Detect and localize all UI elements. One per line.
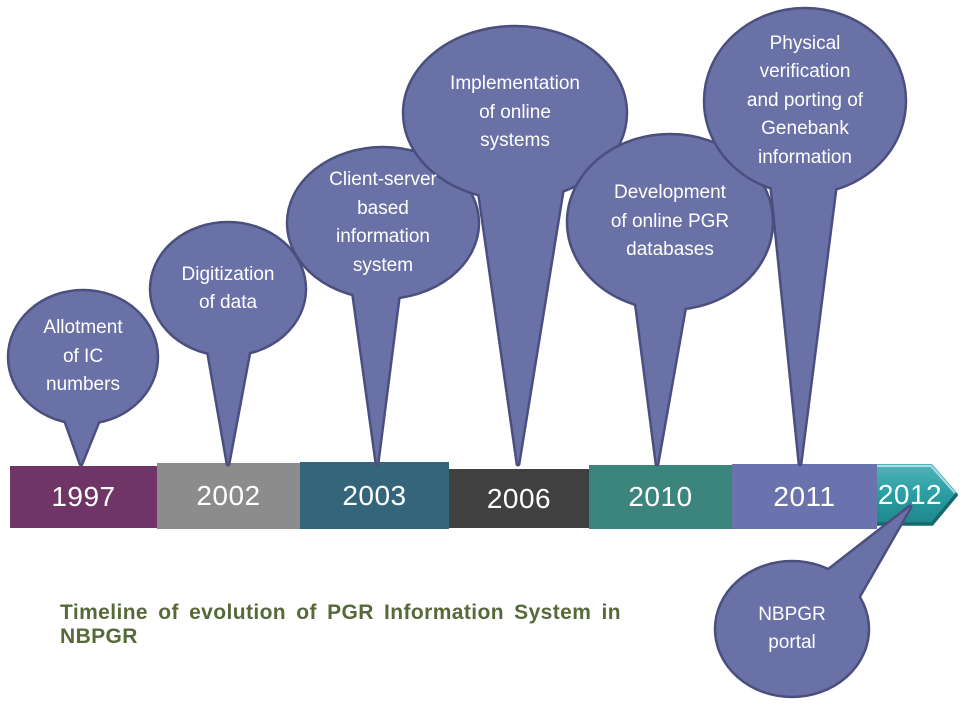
timeline-segment-2002 [157, 463, 300, 529]
balloon-tail-seam-cover [206, 336, 252, 464]
timeline-segment-1997 [10, 466, 157, 528]
balloon-tail-seam-cover [350, 268, 402, 464]
timeline-segment-2003 [300, 462, 449, 529]
balloon-bubble-shape [148, 220, 308, 358]
timeline-segment-2010 [589, 465, 732, 529]
balloon-bubble-shape [713, 559, 871, 699]
balloon-tail-seam-cover [630, 255, 694, 464]
balloon-tail-seam-cover [768, 150, 840, 464]
arrow-highlight-edge [877, 465, 956, 494]
timeline-arrow-2012-shape [877, 464, 958, 525]
balloon-tail-seam-cover [820, 507, 910, 608]
balloon-tail-seam-cover [60, 402, 106, 464]
balloon-tail-seam-cover [474, 155, 568, 464]
timeline-segment-2011 [732, 464, 877, 529]
timeline-segment-2006 [449, 469, 589, 528]
